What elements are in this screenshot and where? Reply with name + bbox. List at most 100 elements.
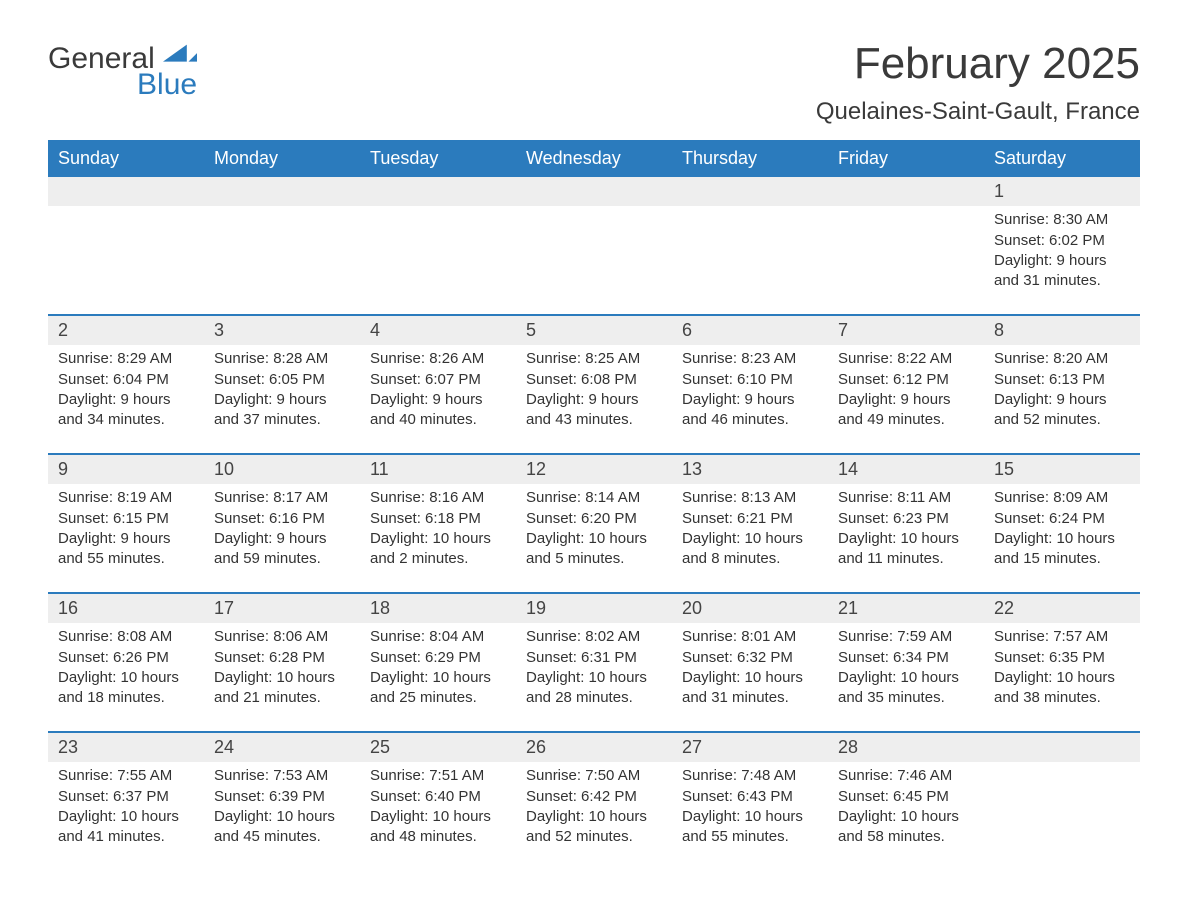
- week-row: 1Sunrise: 8:30 AMSunset: 6:02 PMDaylight…: [48, 177, 1140, 314]
- weekday-wednesday: Wednesday: [516, 140, 672, 177]
- day-cell: Sunrise: 8:22 AMSunset: 6:12 PMDaylight:…: [828, 345, 984, 453]
- sunset-text: Sunset: 6:04 PM: [58, 370, 194, 390]
- day-cell: Sunrise: 8:30 AMSunset: 6:02 PMDaylight:…: [984, 206, 1140, 314]
- sunrise-text: Sunrise: 7:46 AM: [838, 766, 974, 786]
- sunrise-text: Sunrise: 8:04 AM: [370, 627, 506, 647]
- sunset-text: Sunset: 6:20 PM: [526, 509, 662, 529]
- sunrise-text: Sunrise: 7:55 AM: [58, 766, 194, 786]
- day-number: 2: [48, 316, 204, 345]
- sunset-text: Sunset: 6:15 PM: [58, 509, 194, 529]
- day-number: 27: [672, 733, 828, 762]
- day-number: 28: [828, 733, 984, 762]
- day-number: [828, 177, 984, 206]
- day-cell: Sunrise: 7:59 AMSunset: 6:34 PMDaylight:…: [828, 623, 984, 731]
- sunset-text: Sunset: 6:16 PM: [214, 509, 350, 529]
- week-row: 16171819202122Sunrise: 8:08 AMSunset: 6:…: [48, 592, 1140, 731]
- day-number: [360, 177, 516, 206]
- day-content-row: Sunrise: 7:55 AMSunset: 6:37 PMDaylight:…: [48, 762, 1140, 870]
- daylight-text: Daylight: 9 hours and 59 minutes.: [214, 529, 350, 570]
- day-number: 4: [360, 316, 516, 345]
- day-cell: Sunrise: 7:50 AMSunset: 6:42 PMDaylight:…: [516, 762, 672, 870]
- day-number: 13: [672, 455, 828, 484]
- day-number: 5: [516, 316, 672, 345]
- month-title: February 2025: [816, 40, 1140, 88]
- daylight-text: Daylight: 10 hours and 8 minutes.: [682, 529, 818, 570]
- day-content-row: Sunrise: 8:08 AMSunset: 6:26 PMDaylight:…: [48, 623, 1140, 731]
- day-cell: [48, 206, 204, 314]
- day-number: 25: [360, 733, 516, 762]
- day-cell: Sunrise: 8:19 AMSunset: 6:15 PMDaylight:…: [48, 484, 204, 592]
- day-number: 17: [204, 594, 360, 623]
- day-cell: [828, 206, 984, 314]
- daylight-text: Daylight: 10 hours and 45 minutes.: [214, 807, 350, 848]
- day-cell: [672, 206, 828, 314]
- day-cell: Sunrise: 8:29 AMSunset: 6:04 PMDaylight:…: [48, 345, 204, 453]
- day-number: 10: [204, 455, 360, 484]
- sunset-text: Sunset: 6:29 PM: [370, 648, 506, 668]
- day-cell: Sunrise: 7:46 AMSunset: 6:45 PMDaylight:…: [828, 762, 984, 870]
- daylight-text: Daylight: 9 hours and 55 minutes.: [58, 529, 194, 570]
- sunset-text: Sunset: 6:40 PM: [370, 787, 506, 807]
- day-number: [516, 177, 672, 206]
- day-cell: Sunrise: 8:06 AMSunset: 6:28 PMDaylight:…: [204, 623, 360, 731]
- sunrise-text: Sunrise: 8:19 AM: [58, 488, 194, 508]
- day-number: 22: [984, 594, 1140, 623]
- daylight-text: Daylight: 9 hours and 34 minutes.: [58, 390, 194, 431]
- sunrise-text: Sunrise: 8:28 AM: [214, 349, 350, 369]
- sunrise-text: Sunrise: 8:16 AM: [370, 488, 506, 508]
- sunset-text: Sunset: 6:42 PM: [526, 787, 662, 807]
- day-number: 1: [984, 177, 1140, 206]
- sunrise-text: Sunrise: 8:29 AM: [58, 349, 194, 369]
- sunrise-text: Sunrise: 8:20 AM: [994, 349, 1130, 369]
- day-cell: Sunrise: 8:16 AMSunset: 6:18 PMDaylight:…: [360, 484, 516, 592]
- sunset-text: Sunset: 6:07 PM: [370, 370, 506, 390]
- weeks-container: 1Sunrise: 8:30 AMSunset: 6:02 PMDaylight…: [48, 177, 1140, 870]
- sunset-text: Sunset: 6:24 PM: [994, 509, 1130, 529]
- daylight-text: Daylight: 10 hours and 35 minutes.: [838, 668, 974, 709]
- daylight-text: Daylight: 10 hours and 48 minutes.: [370, 807, 506, 848]
- sunrise-text: Sunrise: 8:26 AM: [370, 349, 506, 369]
- day-cell: Sunrise: 7:57 AMSunset: 6:35 PMDaylight:…: [984, 623, 1140, 731]
- sunrise-text: Sunrise: 8:01 AM: [682, 627, 818, 647]
- day-cell: [360, 206, 516, 314]
- sunset-text: Sunset: 6:26 PM: [58, 648, 194, 668]
- week-row: 232425262728Sunrise: 7:55 AMSunset: 6:37…: [48, 731, 1140, 870]
- sunrise-text: Sunrise: 8:17 AM: [214, 488, 350, 508]
- sunrise-text: Sunrise: 8:22 AM: [838, 349, 974, 369]
- day-cell: Sunrise: 8:20 AMSunset: 6:13 PMDaylight:…: [984, 345, 1140, 453]
- day-cell: Sunrise: 8:09 AMSunset: 6:24 PMDaylight:…: [984, 484, 1140, 592]
- day-number-row: 16171819202122: [48, 594, 1140, 623]
- day-cell: Sunrise: 8:01 AMSunset: 6:32 PMDaylight:…: [672, 623, 828, 731]
- weekday-monday: Monday: [204, 140, 360, 177]
- day-number: [204, 177, 360, 206]
- weekday-header: Sunday Monday Tuesday Wednesday Thursday…: [48, 140, 1140, 177]
- daylight-text: Daylight: 10 hours and 21 minutes.: [214, 668, 350, 709]
- day-number: 6: [672, 316, 828, 345]
- daylight-text: Daylight: 10 hours and 28 minutes.: [526, 668, 662, 709]
- sunrise-text: Sunrise: 7:50 AM: [526, 766, 662, 786]
- sunset-text: Sunset: 6:12 PM: [838, 370, 974, 390]
- daylight-text: Daylight: 9 hours and 46 minutes.: [682, 390, 818, 431]
- day-number-row: 232425262728: [48, 733, 1140, 762]
- day-number: 11: [360, 455, 516, 484]
- day-number: 8: [984, 316, 1140, 345]
- day-cell: Sunrise: 7:53 AMSunset: 6:39 PMDaylight:…: [204, 762, 360, 870]
- logo-text: General Blue: [48, 40, 197, 100]
- day-number: 12: [516, 455, 672, 484]
- sunset-text: Sunset: 6:13 PM: [994, 370, 1130, 390]
- daylight-text: Daylight: 10 hours and 58 minutes.: [838, 807, 974, 848]
- day-number: 23: [48, 733, 204, 762]
- sunrise-text: Sunrise: 8:06 AM: [214, 627, 350, 647]
- day-number: 18: [360, 594, 516, 623]
- day-cell: [204, 206, 360, 314]
- sunset-text: Sunset: 6:39 PM: [214, 787, 350, 807]
- day-cell: Sunrise: 7:55 AMSunset: 6:37 PMDaylight:…: [48, 762, 204, 870]
- sunrise-text: Sunrise: 8:23 AM: [682, 349, 818, 369]
- sunrise-text: Sunrise: 8:02 AM: [526, 627, 662, 647]
- week-row: 2345678Sunrise: 8:29 AMSunset: 6:04 PMDa…: [48, 314, 1140, 453]
- day-number: 14: [828, 455, 984, 484]
- sunrise-text: Sunrise: 7:53 AM: [214, 766, 350, 786]
- sunrise-text: Sunrise: 7:57 AM: [994, 627, 1130, 647]
- day-cell: [516, 206, 672, 314]
- daylight-text: Daylight: 10 hours and 18 minutes.: [58, 668, 194, 709]
